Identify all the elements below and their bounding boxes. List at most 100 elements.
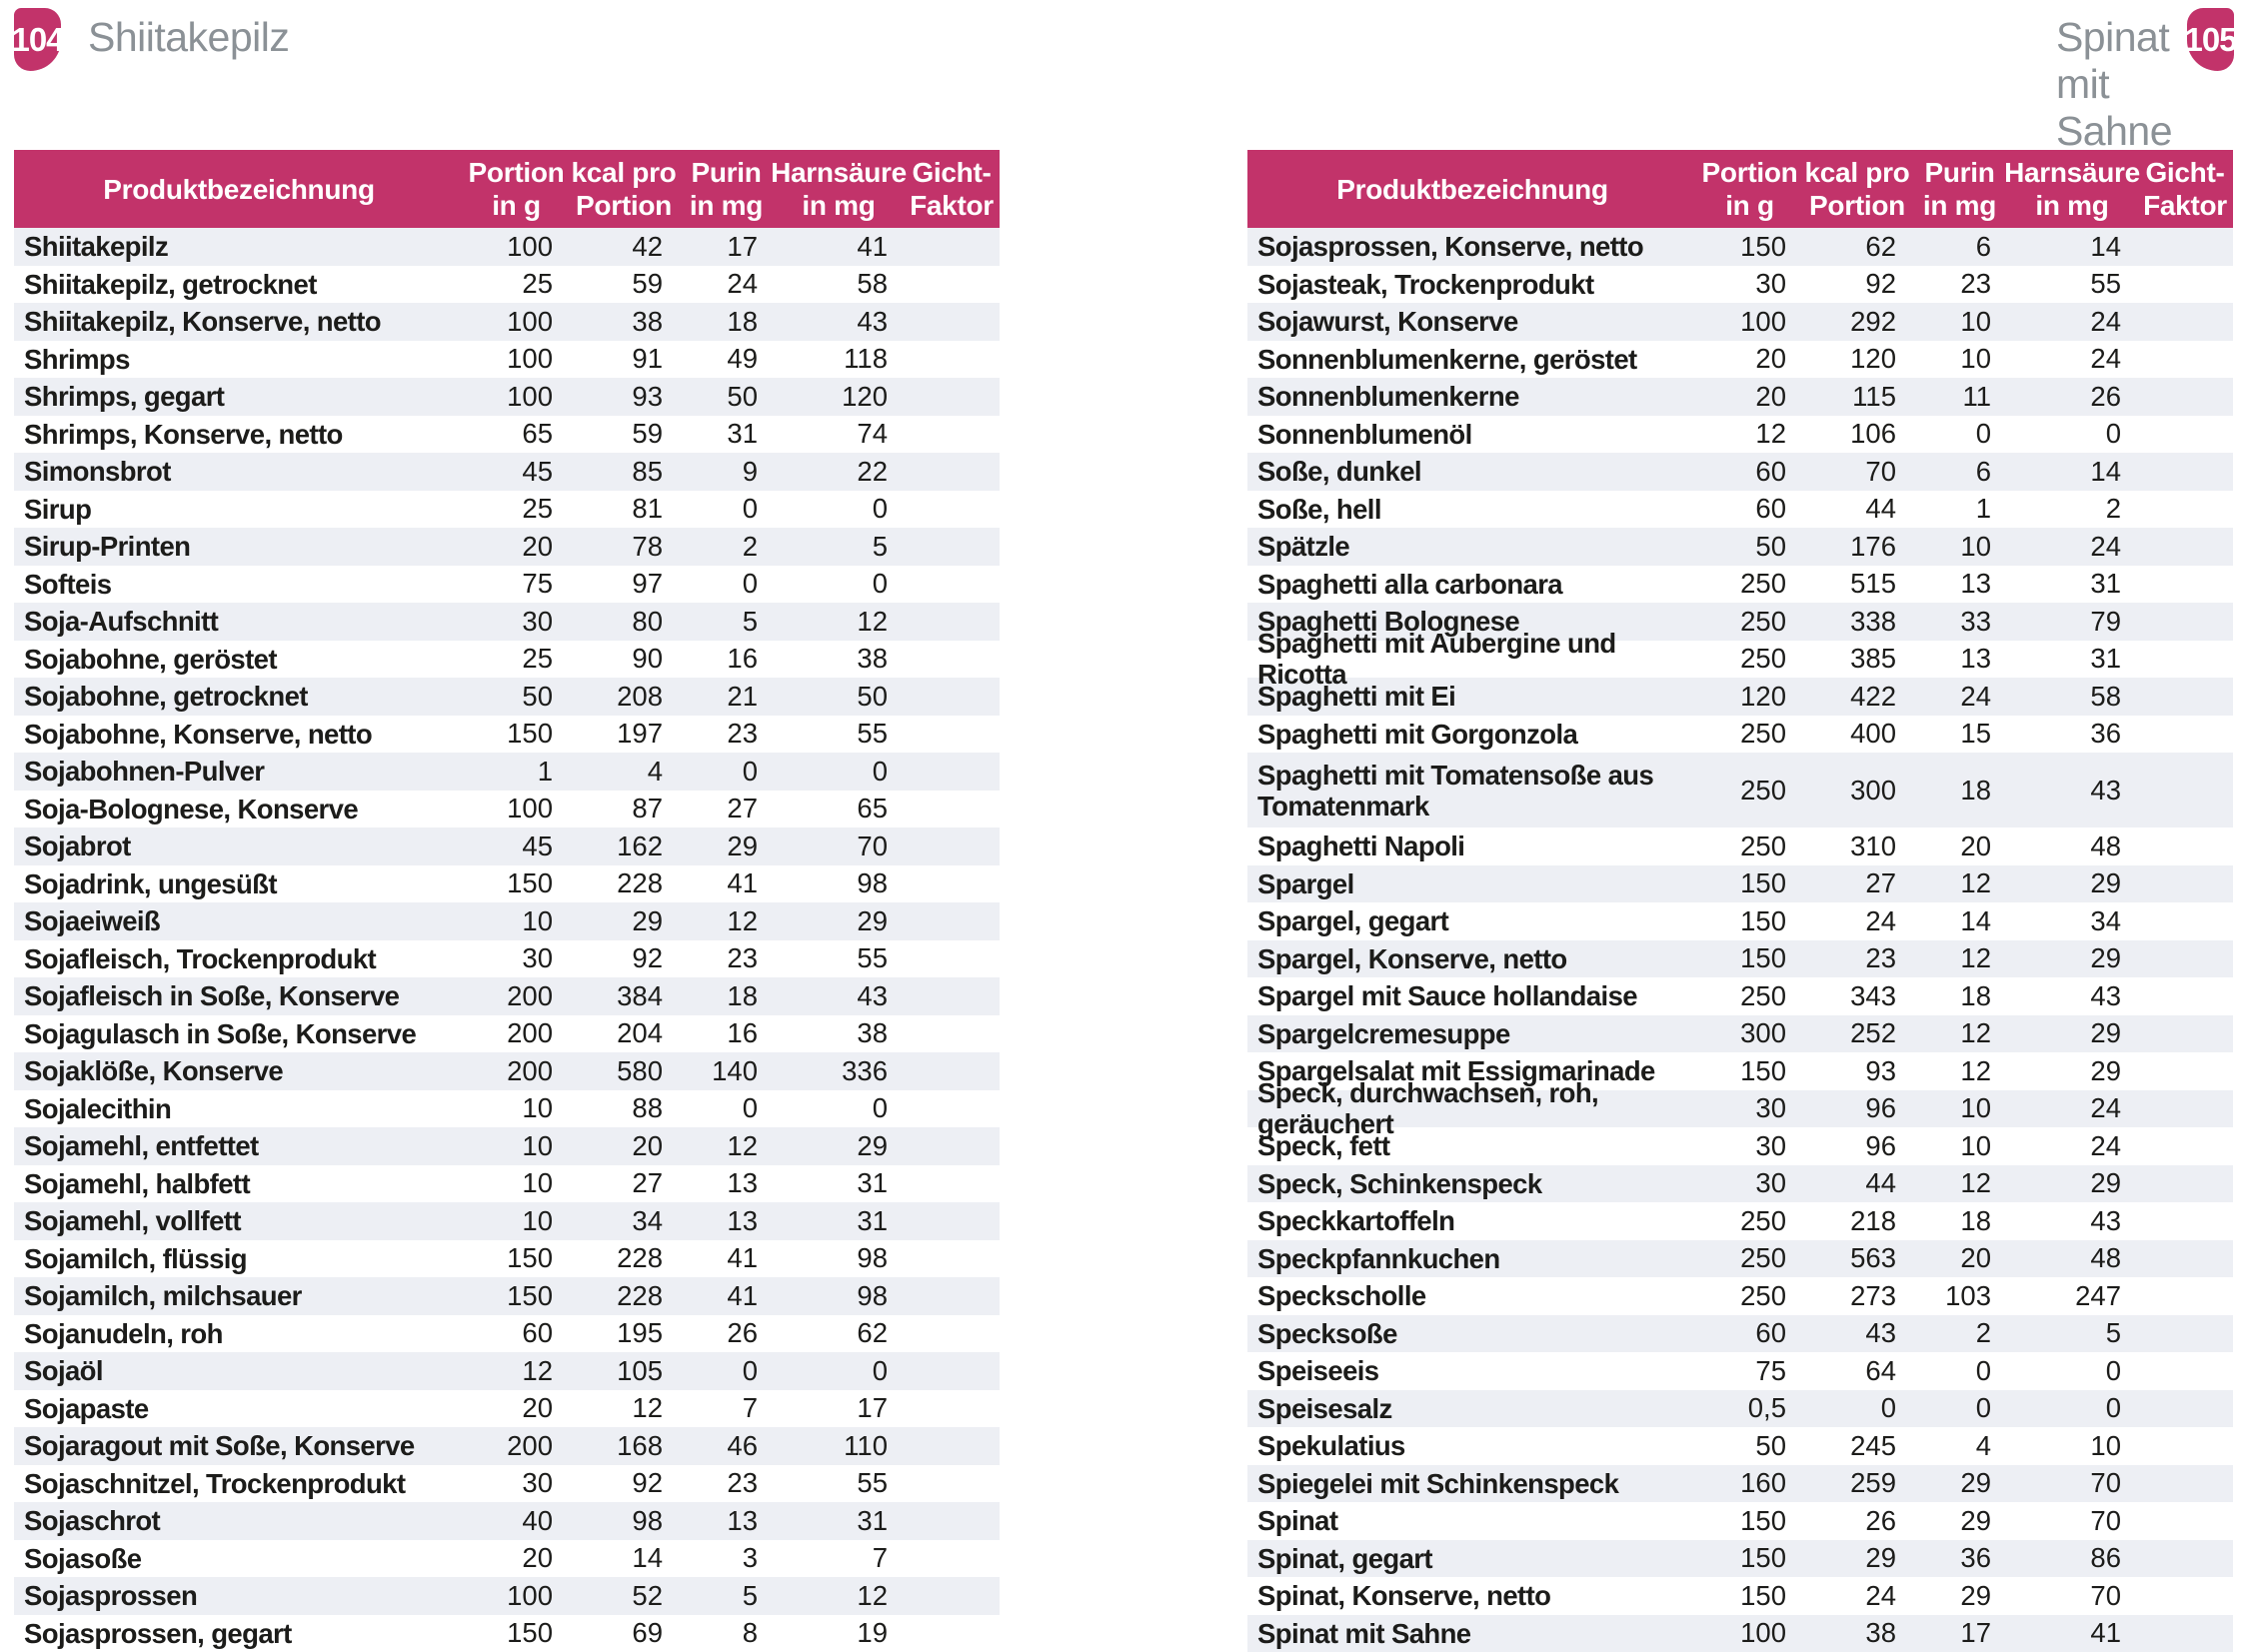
uric-acid-value: 98 xyxy=(857,1242,888,1274)
kcal-value: 384 xyxy=(617,979,663,1011)
portion-value: 150 xyxy=(507,867,553,899)
kcal-value: 400 xyxy=(1850,718,1896,750)
table-row: Spargel, Konserve, netto 150 23 12 29 xyxy=(1247,939,2233,977)
table-row: Sojamehl, vollfett 10 34 13 31 xyxy=(14,1202,1000,1240)
uric-acid-value: 70 xyxy=(2090,1579,2121,1611)
uric-acid-value: 19 xyxy=(857,1617,888,1649)
table-row: Spekulatius 50 245 4 10 xyxy=(1247,1427,2233,1465)
purin-value: 10 xyxy=(1960,343,1991,375)
header-portion: Portion in g xyxy=(464,150,569,228)
product-name: Spargel, gegart xyxy=(1257,905,1449,937)
purin-value: 24 xyxy=(727,268,758,300)
header-purin: Purin in mg xyxy=(679,150,774,228)
table-row: Spargelsalat mit Essigmarinade 150 93 12… xyxy=(1247,1052,2233,1090)
product-name: Sojasoße xyxy=(24,1542,142,1574)
product-name: Sojaklöße, Konserve xyxy=(24,1055,284,1087)
purin-value: 24 xyxy=(1960,680,1991,712)
purin-value: 10 xyxy=(1960,305,1991,337)
right-food-table: Produktbezeichnung Portion in g kcal pro… xyxy=(1247,150,2233,1652)
table-row: Shiitakepilz 100 42 17 41 xyxy=(14,228,1000,266)
portion-value: 150 xyxy=(507,1242,553,1274)
product-name: Soja-Bolognese, Konserve xyxy=(24,793,359,825)
uric-acid-value: 86 xyxy=(2090,1542,2121,1574)
purin-value: 13 xyxy=(727,1167,758,1199)
uric-acid-value: 62 xyxy=(857,1317,888,1349)
table-row: Sojaschnitzel, Trockenprodukt 30 92 23 5… xyxy=(14,1464,1000,1502)
portion-value: 250 xyxy=(1740,979,1786,1011)
purin-value: 29 xyxy=(727,829,758,861)
purin-value: 23 xyxy=(1960,268,1991,300)
uric-acid-value: 74 xyxy=(857,418,888,450)
purin-value: 9 xyxy=(742,455,758,487)
header-product-label: Produktbezeichnung xyxy=(1336,173,1608,205)
product-name: Sojasprossen xyxy=(24,1580,198,1612)
uric-acid-value: 43 xyxy=(857,305,888,337)
purin-value: 13 xyxy=(727,1204,758,1236)
table-row: Speckkartoffeln 250 218 18 43 xyxy=(1247,1202,2233,1240)
right-page-number-badge: 105 xyxy=(2184,8,2238,71)
product-name: Shiitakepilz xyxy=(24,231,169,263)
product-name: Sojabohne, Konserve, netto xyxy=(24,718,373,750)
purin-value: 41 xyxy=(727,1242,758,1274)
product-name: Speck, Schinkenspeck xyxy=(1257,1167,1542,1199)
purin-value: 33 xyxy=(1960,605,1991,637)
uric-acid-value: 34 xyxy=(2090,904,2121,936)
purin-value: 0 xyxy=(742,1092,758,1124)
purin-value: 18 xyxy=(727,305,758,337)
kcal-value: 87 xyxy=(632,793,663,825)
product-name: Spargelcremesuppe xyxy=(1257,1017,1510,1049)
purin-value: 13 xyxy=(727,1504,758,1536)
table-row: Sojabohne, getrocknet 50 208 21 50 xyxy=(14,678,1000,716)
portion-value: 20 xyxy=(1755,343,1786,375)
product-name: Sojanudeln, roh xyxy=(24,1317,223,1349)
purin-value: 6 xyxy=(1975,455,1991,487)
portion-value: 160 xyxy=(1740,1467,1786,1499)
portion-value: 150 xyxy=(507,1617,553,1649)
uric-acid-value: 48 xyxy=(2090,1242,2121,1274)
kcal-value: 34 xyxy=(632,1204,663,1236)
product-name: Sojamehl, vollfett xyxy=(24,1205,241,1237)
product-name: Sonnenblumenöl xyxy=(1257,418,1472,450)
kcal-value: 23 xyxy=(1865,942,1896,974)
product-name: Shiitakepilz, getrocknet xyxy=(24,268,317,300)
purin-value: 18 xyxy=(1960,774,1991,806)
header-portion-line2: in g xyxy=(492,190,541,221)
table-row: Sojamilch, milchsauer 150 228 41 98 xyxy=(14,1277,1000,1315)
product-name: Speiseeis xyxy=(1257,1355,1379,1387)
product-name: Sonnenblumenkerne xyxy=(1257,381,1519,413)
kcal-value: 96 xyxy=(1865,1129,1896,1161)
header-product: Produktbezeichnung xyxy=(14,150,464,228)
uric-acid-value: 70 xyxy=(857,829,888,861)
product-name: Shrimps xyxy=(24,343,130,375)
table-row: Sojaragout mit Soße, Konserve 200 168 46… xyxy=(14,1427,1000,1465)
kcal-value: 208 xyxy=(617,680,663,712)
purin-value: 0 xyxy=(1975,1392,1991,1424)
header-product-label: Produktbezeichnung xyxy=(103,173,375,205)
portion-value: 50 xyxy=(1755,530,1786,562)
header-kcal: kcal pro Portion xyxy=(1802,150,1912,228)
product-name: Sojalecithin xyxy=(24,1092,172,1124)
purin-value: 0 xyxy=(742,1354,758,1386)
product-name: Sojagulasch in Soße, Konserve xyxy=(24,1017,417,1049)
kcal-value: 27 xyxy=(1865,867,1896,899)
uric-acid-value: 70 xyxy=(2090,1467,2121,1499)
uric-acid-value: 58 xyxy=(2090,680,2121,712)
purin-value: 17 xyxy=(727,230,758,262)
left-page-number-badge: 104 xyxy=(11,8,65,71)
header-kcal: kcal pro Portion xyxy=(569,150,679,228)
portion-value: 10 xyxy=(522,1092,553,1124)
kcal-value: 228 xyxy=(617,1242,663,1274)
kcal-value: 176 xyxy=(1850,530,1896,562)
uric-acid-value: 50 xyxy=(857,680,888,712)
kcal-value: 70 xyxy=(1865,455,1896,487)
kcal-value: 300 xyxy=(1850,774,1896,806)
uric-acid-value: 0 xyxy=(2105,418,2121,450)
table-row: Sonnenblumenkerne, geröstet 20 120 10 24 xyxy=(1247,340,2233,378)
uric-acid-value: 0 xyxy=(872,493,888,525)
purin-value: 36 xyxy=(1960,1542,1991,1574)
uric-acid-value: 36 xyxy=(2090,718,2121,750)
product-name: Spargel mit Sauce hollandaise xyxy=(1257,980,1638,1012)
uric-acid-value: 29 xyxy=(857,904,888,936)
purin-value: 11 xyxy=(1962,380,1991,412)
product-name: Softeis xyxy=(24,568,112,600)
